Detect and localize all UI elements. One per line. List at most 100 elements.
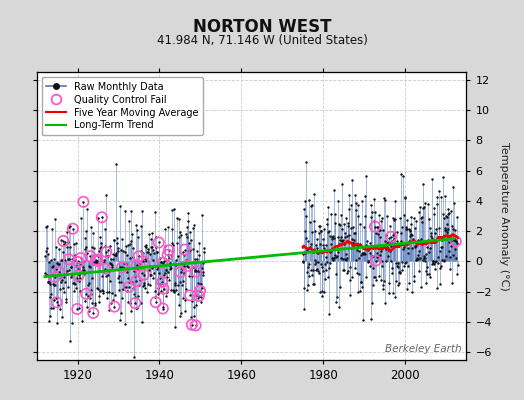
Point xyxy=(323,259,331,265)
Point xyxy=(107,255,116,262)
Point xyxy=(150,263,158,270)
Point xyxy=(400,262,408,269)
Point xyxy=(452,238,460,244)
Point xyxy=(106,300,115,306)
Point xyxy=(362,242,370,248)
Point xyxy=(326,233,334,239)
Point xyxy=(307,241,315,248)
Point xyxy=(89,260,97,266)
Point xyxy=(69,226,77,232)
Point xyxy=(173,290,182,297)
Point xyxy=(122,284,130,290)
Point xyxy=(63,229,71,235)
Point xyxy=(70,257,79,263)
Point xyxy=(410,244,419,250)
Point xyxy=(77,255,85,261)
Point xyxy=(361,250,369,257)
Point xyxy=(442,213,451,219)
Point xyxy=(143,288,151,295)
Point xyxy=(342,215,350,221)
Point xyxy=(116,247,125,254)
Point xyxy=(43,223,51,229)
Point xyxy=(396,214,404,221)
Point xyxy=(62,244,71,250)
Point xyxy=(330,186,339,193)
Point xyxy=(428,235,436,242)
Point xyxy=(164,269,172,275)
Point xyxy=(60,257,69,263)
Point xyxy=(187,237,195,243)
Point xyxy=(383,213,391,220)
Point xyxy=(352,270,361,276)
Point xyxy=(138,250,147,256)
Point xyxy=(134,266,142,272)
Point xyxy=(162,274,171,280)
Point xyxy=(387,264,396,271)
Point xyxy=(149,257,158,264)
Point xyxy=(61,279,70,285)
Point xyxy=(346,277,354,284)
Point xyxy=(101,243,109,250)
Point xyxy=(371,274,379,280)
Point xyxy=(196,269,204,275)
Point xyxy=(50,282,59,289)
Point xyxy=(62,298,71,305)
Point xyxy=(178,266,186,272)
Point xyxy=(171,282,179,289)
Point xyxy=(188,273,196,280)
Point xyxy=(331,252,339,258)
Point xyxy=(45,259,53,266)
Point xyxy=(79,199,88,205)
Text: Berkeley Earth: Berkeley Earth xyxy=(386,344,462,354)
Point xyxy=(193,256,201,262)
Point xyxy=(447,208,455,215)
Point xyxy=(80,267,89,273)
Point xyxy=(163,257,171,264)
Point xyxy=(411,242,419,249)
Point xyxy=(360,224,368,230)
Point xyxy=(124,275,133,281)
Point xyxy=(373,253,381,260)
Point xyxy=(125,284,133,290)
Point xyxy=(312,266,321,272)
Point xyxy=(324,229,332,235)
Point xyxy=(358,250,366,256)
Point xyxy=(192,248,201,254)
Point xyxy=(49,281,57,287)
Point xyxy=(114,287,123,293)
Point xyxy=(158,260,167,266)
Point xyxy=(451,236,460,242)
Point xyxy=(121,248,129,255)
Point xyxy=(185,228,194,235)
Point xyxy=(188,322,196,328)
Point xyxy=(121,321,129,328)
Point xyxy=(179,249,187,255)
Point xyxy=(177,269,185,275)
Point xyxy=(391,278,400,284)
Point xyxy=(168,226,176,233)
Point xyxy=(404,250,412,256)
Point xyxy=(354,201,363,208)
Point xyxy=(140,243,149,249)
Point xyxy=(155,239,163,246)
Point xyxy=(433,260,442,266)
Point xyxy=(315,270,324,276)
Point xyxy=(64,256,72,262)
Point xyxy=(86,253,94,259)
Point xyxy=(187,247,195,254)
Point xyxy=(351,192,359,198)
Point xyxy=(166,260,174,266)
Point xyxy=(422,268,431,274)
Point xyxy=(153,266,161,272)
Point xyxy=(179,278,187,284)
Point xyxy=(347,245,356,251)
Point xyxy=(430,204,439,211)
Point xyxy=(84,263,93,270)
Point xyxy=(185,239,193,246)
Point xyxy=(116,317,124,323)
Point xyxy=(327,211,335,218)
Point xyxy=(419,205,427,211)
Point xyxy=(366,240,374,247)
Point xyxy=(172,286,180,293)
Point xyxy=(199,272,208,278)
